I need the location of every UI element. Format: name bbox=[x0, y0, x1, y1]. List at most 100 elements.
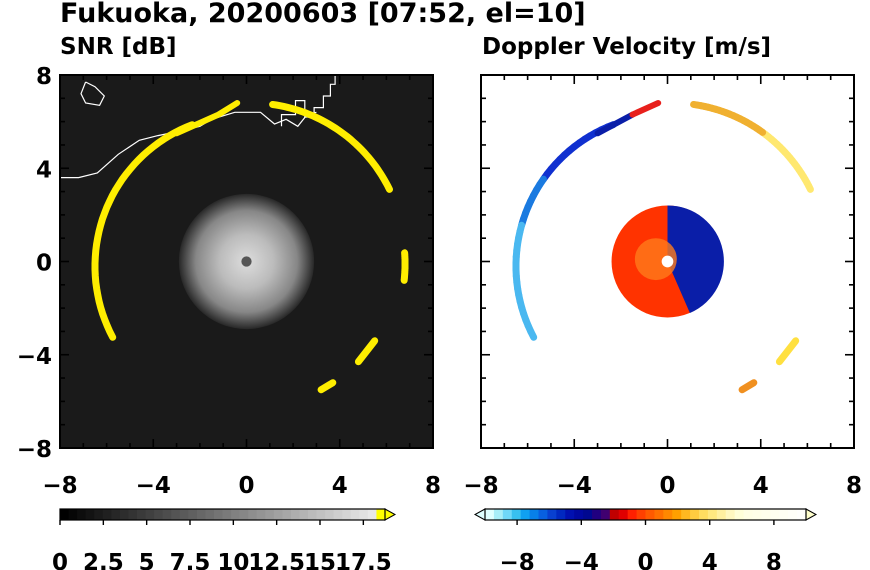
snr-colorbar-label: 15 bbox=[304, 550, 336, 570]
snr-echo-arc bbox=[91, 121, 196, 341]
velocity-colorbar-cell bbox=[583, 509, 593, 520]
velocity-colorbar-cell bbox=[690, 509, 700, 520]
snr-colorbar-cell bbox=[299, 509, 309, 520]
velocity-colorbar-cell bbox=[654, 509, 664, 520]
snr-colorbar-label: 10 bbox=[217, 550, 249, 570]
velocity-colorbar-cell bbox=[493, 509, 504, 520]
snr-colorbar-cell bbox=[162, 509, 172, 520]
snr-colorbar-cell bbox=[205, 509, 215, 520]
x-tick-label: −8 bbox=[463, 473, 498, 499]
y-tick-label: −4 bbox=[17, 344, 52, 370]
snr-colorbar-cell bbox=[256, 509, 266, 520]
snr-colorbar-cell bbox=[367, 509, 377, 520]
snr-colorbar-cell bbox=[342, 509, 352, 520]
velocity-echo-band bbox=[629, 100, 662, 118]
y-tick-label: 8 bbox=[36, 64, 52, 90]
snr-colorbar-label: 17.5 bbox=[335, 550, 392, 570]
velocity-colorbar-cell bbox=[752, 509, 762, 520]
velocity-colorbar-cell bbox=[672, 509, 682, 520]
x-tick-label: 4 bbox=[753, 473, 769, 499]
velocity-panel-title: Doppler Velocity [m/s] bbox=[482, 34, 772, 60]
snr-colorbar-cell bbox=[290, 509, 300, 520]
snr-colorbar-label: 2.5 bbox=[83, 550, 124, 570]
velocity-colorbar-cell bbox=[663, 509, 673, 520]
snr-colorbar-label: 5 bbox=[139, 550, 155, 570]
snr-echo-arc bbox=[269, 101, 393, 193]
velocity-colorbar-cell bbox=[645, 509, 655, 520]
velocity-colorbar-cell bbox=[636, 509, 646, 520]
velocity-colorbar-cell bbox=[600, 509, 611, 520]
snr-colorbar-cell bbox=[145, 509, 155, 520]
velocity-colorbar-cell bbox=[565, 509, 575, 520]
snr-echo-blob bbox=[317, 379, 337, 394]
snr-echo-arc bbox=[400, 249, 409, 284]
y-tick-label: 4 bbox=[36, 157, 52, 183]
velocity-axes: −8 −4 0 4 8 bbox=[463, 74, 862, 499]
snr-colorbar-cell bbox=[265, 509, 275, 520]
snr-colorbar-cell bbox=[316, 509, 326, 520]
velocity-colorbar-label: 8 bbox=[766, 550, 782, 570]
snr-colorbar-cell bbox=[68, 509, 78, 520]
velocity-approaching-region bbox=[667, 205, 724, 313]
velocity-colorbar-cell bbox=[770, 509, 780, 520]
snr-colorbar-cell bbox=[359, 509, 369, 520]
velocity-plot-area bbox=[481, 75, 854, 448]
velocity-colorbar-arrow-left bbox=[473, 508, 486, 521]
velocity-colorbar-cell bbox=[699, 509, 709, 520]
velocity-colorbar-cell bbox=[627, 509, 638, 520]
snr-colorbar-cell bbox=[154, 509, 164, 520]
velocity-colorbar-cell bbox=[574, 509, 584, 520]
snr-colorbar-label: 12.5 bbox=[248, 550, 305, 570]
snr-colorbar-cell bbox=[111, 509, 121, 520]
velocity-colorbar-cell bbox=[725, 509, 736, 520]
snr-plot-area bbox=[60, 75, 433, 448]
snr-colorbar-cell bbox=[136, 509, 147, 520]
velocity-colorbar-cell bbox=[556, 509, 566, 520]
velocity-colorbar-cell bbox=[716, 509, 727, 520]
velocity-colorbar-cell bbox=[707, 509, 718, 520]
velocity-colorbar-cell bbox=[797, 509, 807, 520]
snr-radar-center bbox=[241, 256, 252, 267]
snr-colorbar-cell bbox=[94, 509, 104, 520]
velocity-colorbar-label: 0 bbox=[637, 550, 653, 570]
snr-colorbar-arrow bbox=[384, 508, 397, 521]
snr-colorbar-cell bbox=[77, 509, 87, 520]
velocity-colorbar-label: −4 bbox=[564, 550, 599, 570]
snr-colorbar-frame bbox=[59, 508, 386, 521]
velocity-colorbar-cell bbox=[788, 509, 798, 520]
snr-panel-title: SNR [dB] bbox=[60, 34, 177, 60]
snr-colorbar-cell bbox=[119, 509, 129, 520]
velocity-colorbar-cell bbox=[734, 509, 745, 520]
velocity-colorbar-label: −8 bbox=[499, 550, 534, 570]
snr-colorbar-cell bbox=[273, 509, 283, 520]
x-tick-label: −8 bbox=[42, 473, 77, 499]
snr-colorbar-cell bbox=[179, 509, 189, 520]
x-tick-label: −4 bbox=[557, 473, 592, 499]
velocity-colorbar-cell bbox=[529, 509, 539, 520]
velocity-echo-blob bbox=[775, 337, 800, 366]
velocity-colorbar-cell bbox=[618, 509, 629, 520]
snr-colorbar-cell bbox=[308, 509, 318, 520]
y-tick-label: 0 bbox=[36, 251, 52, 277]
velocity-coastline bbox=[481, 111, 738, 179]
snr-colorbar-label: 7.5 bbox=[170, 550, 211, 570]
velocity-colorbar-cell bbox=[743, 509, 753, 520]
x-tick-label: 8 bbox=[425, 473, 441, 499]
velocity-colorbar-cell bbox=[779, 509, 789, 520]
snr-colorbar-cell bbox=[188, 509, 198, 520]
velocity-colorbar: −8 −4 0 4 8 bbox=[473, 508, 818, 570]
snr-colorbar-cell bbox=[239, 509, 249, 520]
figure-title: Fukuoka, 20200603 [07:52, el=10] bbox=[60, 0, 586, 29]
velocity-colorbar-cell bbox=[592, 509, 602, 520]
velocity-core bbox=[634, 238, 677, 281]
velocity-echo-band bbox=[594, 111, 636, 137]
snr-echo-band bbox=[173, 100, 241, 137]
velocity-colorbar-cell bbox=[520, 509, 531, 520]
y-tick-label: −8 bbox=[17, 437, 52, 463]
snr-colorbar-cell bbox=[196, 509, 206, 520]
snr-echo-blob bbox=[354, 337, 379, 366]
snr-colorbar-cell bbox=[213, 509, 223, 520]
snr-colorbar-cell bbox=[222, 509, 232, 520]
x-tick-label: 8 bbox=[846, 473, 862, 499]
